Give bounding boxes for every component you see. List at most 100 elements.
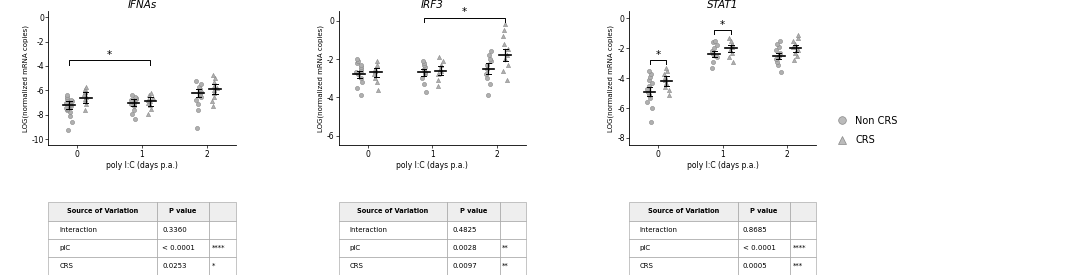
Point — [63, 99, 81, 104]
Legend: Non CRS, CRS: Non CRS, CRS — [832, 116, 898, 145]
Point — [58, 106, 75, 111]
Point — [76, 97, 93, 101]
Point — [430, 78, 447, 82]
Point — [142, 103, 159, 107]
Point — [205, 88, 222, 93]
Point — [771, 39, 788, 43]
Point — [187, 78, 204, 83]
Point — [417, 70, 434, 75]
Point — [366, 66, 383, 71]
Point — [479, 93, 496, 98]
Point — [352, 66, 369, 71]
Text: *: * — [720, 20, 725, 30]
Point — [769, 63, 786, 67]
Point — [365, 72, 382, 76]
Point — [141, 93, 158, 98]
Point — [192, 87, 209, 91]
Point — [368, 80, 386, 84]
Point — [416, 61, 433, 65]
Point — [771, 54, 788, 58]
Point — [639, 89, 656, 94]
Point — [140, 111, 157, 116]
Point — [368, 59, 386, 63]
Point — [430, 84, 447, 88]
Point — [352, 76, 369, 80]
Point — [481, 53, 498, 57]
Point — [348, 86, 365, 90]
Point — [789, 36, 807, 40]
Text: *: * — [107, 50, 113, 60]
Point — [770, 45, 787, 49]
Point — [61, 102, 78, 106]
Point — [415, 59, 432, 63]
Point — [661, 88, 678, 92]
Point — [705, 52, 722, 56]
Point — [369, 87, 387, 92]
Point — [188, 98, 205, 102]
Point — [641, 75, 658, 79]
Y-axis label: LOG(normalized mRNA copies): LOG(normalized mRNA copies) — [23, 25, 29, 132]
Point — [348, 57, 365, 61]
X-axis label: poly I:C (days p.a.): poly I:C (days p.a.) — [686, 161, 758, 170]
Point — [58, 100, 75, 105]
Point — [723, 45, 740, 49]
Point — [58, 105, 75, 110]
Point — [707, 39, 724, 43]
Point — [76, 87, 93, 91]
Point — [785, 45, 802, 49]
Y-axis label: LOG(normalized mRNA copies): LOG(normalized mRNA copies) — [318, 25, 324, 132]
Point — [481, 57, 498, 61]
Point — [349, 72, 366, 76]
Point — [413, 76, 431, 80]
Point — [75, 92, 92, 96]
Point — [656, 75, 673, 79]
Point — [348, 61, 365, 65]
Point — [638, 100, 655, 104]
Point — [482, 49, 499, 54]
Point — [643, 119, 661, 124]
Point — [723, 42, 740, 46]
Point — [61, 110, 78, 115]
Point — [479, 66, 496, 71]
Point — [432, 63, 449, 67]
Point — [61, 114, 78, 118]
Point — [188, 126, 205, 131]
Point — [709, 43, 726, 48]
Point — [204, 72, 221, 77]
Point — [124, 93, 141, 98]
Point — [124, 99, 141, 104]
Title: STAT1: STAT1 — [707, 0, 738, 10]
Point — [498, 78, 516, 82]
Point — [723, 39, 740, 43]
Point — [435, 59, 452, 63]
Point — [430, 72, 447, 76]
Point — [641, 95, 658, 100]
Y-axis label: LOG(normalized mRNA copies): LOG(normalized mRNA copies) — [608, 25, 614, 132]
Point — [139, 98, 156, 102]
Text: *: * — [462, 7, 467, 17]
Point — [205, 83, 222, 88]
X-axis label: poly I:C (days p.a.): poly I:C (days p.a.) — [396, 161, 468, 170]
Point — [482, 59, 499, 63]
Point — [143, 106, 160, 111]
Point — [786, 51, 803, 55]
Point — [126, 100, 143, 105]
Point — [205, 104, 222, 109]
Point — [142, 99, 159, 104]
Point — [786, 42, 803, 46]
Point — [59, 93, 76, 98]
Point — [368, 63, 386, 67]
Point — [350, 59, 367, 63]
Point — [126, 104, 143, 109]
Point — [417, 64, 434, 69]
Point — [495, 42, 512, 46]
Point — [494, 34, 511, 38]
Point — [495, 68, 512, 73]
Point — [144, 95, 161, 100]
Point — [499, 63, 517, 67]
Point — [769, 42, 786, 46]
Point — [640, 84, 657, 88]
Point — [62, 104, 79, 109]
Point — [643, 106, 661, 110]
Point — [352, 68, 369, 73]
